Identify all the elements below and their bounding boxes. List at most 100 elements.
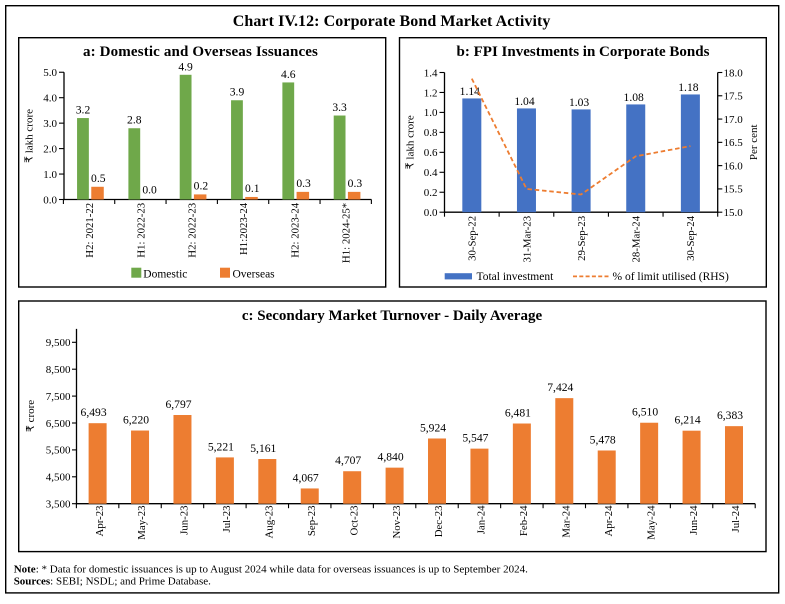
svg-text:7,500: 7,500: [46, 391, 71, 403]
svg-text:6,214: 6,214: [675, 414, 701, 427]
svg-text:31-Mar-23: 31-Mar-23: [521, 216, 533, 263]
svg-text:4.0: 4.0: [43, 93, 57, 105]
svg-text:Jan-24: Jan-24: [476, 505, 488, 534]
svg-text:0.3: 0.3: [348, 177, 363, 190]
svg-text:5,500: 5,500: [46, 445, 71, 457]
svg-text:₹ crore: ₹ crore: [25, 400, 37, 432]
svg-text:0.2: 0.2: [194, 179, 209, 192]
svg-text:0.3: 0.3: [296, 177, 311, 190]
svg-text:Sep-23: Sep-23: [306, 506, 318, 537]
svg-text:18.0: 18.0: [724, 67, 744, 79]
svg-text:3.2: 3.2: [76, 104, 91, 117]
svg-text:5,221: 5,221: [208, 440, 234, 453]
svg-text:H1: 2022-23: H1: 2022-23: [135, 203, 147, 258]
svg-text:6,510: 6,510: [632, 406, 658, 419]
svg-text:16.0: 16.0: [724, 160, 744, 172]
svg-text:0.5: 0.5: [91, 172, 106, 185]
svg-text:15.5: 15.5: [724, 184, 744, 196]
svg-text:3.9: 3.9: [230, 86, 245, 99]
svg-text:28-Mar-24: 28-Mar-24: [631, 215, 643, 262]
svg-text:5,161: 5,161: [250, 442, 276, 455]
svg-text:% of limit utilised (RHS): % of limit utilised (RHS): [613, 271, 729, 283]
svg-text:₹ lakh crore: ₹ lakh crore: [405, 115, 417, 169]
svg-text:Sources: SEBI; NSDL; and Prime: Sources: SEBI; NSDL; and Prime Database.: [14, 576, 211, 588]
svg-text:Dec-23: Dec-23: [433, 506, 445, 538]
svg-text:0.8: 0.8: [424, 127, 438, 139]
svg-text:8,500: 8,500: [46, 364, 71, 376]
svg-text:16.5: 16.5: [724, 137, 744, 149]
svg-text:17.5: 17.5: [724, 91, 744, 103]
svg-text:6,500: 6,500: [46, 418, 71, 430]
svg-text:2.0: 2.0: [43, 143, 57, 155]
svg-text:5,547: 5,547: [462, 432, 488, 445]
svg-text:0.0: 0.0: [43, 194, 57, 206]
svg-text:Per cent: Per cent: [748, 124, 760, 160]
svg-text:3.3: 3.3: [332, 101, 347, 114]
svg-text:0.1: 0.1: [245, 182, 260, 195]
svg-text:3,500: 3,500: [46, 499, 71, 511]
svg-text:6,493: 6,493: [81, 406, 107, 419]
svg-text:0.4: 0.4: [424, 167, 438, 179]
svg-text:4.6: 4.6: [281, 68, 296, 81]
svg-text:1.4: 1.4: [424, 67, 438, 79]
svg-text:1.08: 1.08: [624, 91, 644, 104]
svg-text:4,840: 4,840: [378, 451, 404, 464]
svg-text:H1: 2024-25*: H1: 2024-25*: [341, 203, 353, 263]
svg-text:0.2: 0.2: [424, 187, 438, 199]
svg-text:4,067: 4,067: [293, 471, 319, 484]
svg-text:Overseas: Overseas: [233, 269, 276, 281]
svg-text:Jul-23: Jul-23: [221, 506, 233, 533]
svg-text:4,500: 4,500: [46, 472, 71, 484]
svg-text:5,478: 5,478: [590, 434, 616, 447]
svg-text:Domestic: Domestic: [143, 269, 187, 281]
svg-text:4,707: 4,707: [335, 454, 361, 467]
svg-text:9,500: 9,500: [46, 337, 71, 349]
svg-text:30-Sep-22: 30-Sep-22: [467, 216, 479, 261]
svg-text:15.0: 15.0: [724, 207, 744, 219]
svg-text:May-23: May-23: [136, 506, 148, 540]
svg-text:6,797: 6,797: [165, 398, 191, 411]
svg-text:2.8: 2.8: [127, 114, 142, 127]
svg-text:Feb-24: Feb-24: [518, 505, 530, 536]
svg-text:Aug-23: Aug-23: [264, 506, 276, 539]
svg-text:Note: * Data for domestic issu: Note: * Data for domestic issuances is u…: [14, 564, 528, 576]
svg-text:5,924: 5,924: [420, 422, 446, 435]
svg-text:Nov-23: Nov-23: [391, 506, 403, 539]
svg-text:0.0: 0.0: [424, 207, 438, 219]
svg-text:Chart IV.12: Corporate Bond Ma: Chart IV.12: Corporate Bond Market Activ…: [233, 13, 551, 30]
svg-text:1.14: 1.14: [460, 85, 480, 98]
svg-text:6,383: 6,383: [717, 409, 743, 422]
svg-text:H2: 2023-24: H2: 2023-24: [289, 202, 301, 257]
svg-text:Jun-23: Jun-23: [179, 506, 191, 535]
svg-text:3.0: 3.0: [43, 118, 57, 130]
svg-text:Jul-24: Jul-24: [730, 505, 742, 533]
svg-text:Total investment: Total investment: [477, 271, 555, 283]
svg-text:H2: 2021-22: H2: 2021-22: [84, 203, 96, 258]
svg-text:May-24: May-24: [645, 505, 657, 540]
svg-text:Oct-23: Oct-23: [348, 506, 360, 536]
svg-text:b: FPI Investments in Corporat: b: FPI Investments in Corporate Bonds: [457, 44, 710, 60]
svg-text:Mar-24: Mar-24: [561, 505, 573, 538]
svg-text:1.18: 1.18: [678, 81, 698, 94]
svg-text:Apr-24: Apr-24: [603, 505, 615, 537]
svg-text:0.6: 0.6: [424, 147, 438, 159]
svg-text:a: Domestic and Overseas Issua: a: Domestic and Overseas Issuances: [83, 44, 318, 60]
svg-text:17.0: 17.0: [724, 114, 744, 126]
svg-text:1.04: 1.04: [514, 95, 534, 108]
svg-text:1.03: 1.03: [569, 96, 589, 109]
svg-text:1.0: 1.0: [43, 169, 57, 181]
svg-text:H2: 2022-23: H2: 2022-23: [187, 203, 199, 258]
svg-text:Jun-24: Jun-24: [688, 505, 700, 535]
svg-text:H1:2023-24: H1:2023-24: [238, 202, 250, 255]
svg-text:7,424: 7,424: [547, 381, 573, 394]
svg-text:6,481: 6,481: [505, 407, 531, 420]
svg-text:29-Sep-23: 29-Sep-23: [576, 216, 588, 261]
svg-text:c: Secondary Market Turnover -: c: Secondary Market Turnover - Daily Ave…: [242, 308, 543, 324]
svg-text:Apr-23: Apr-23: [94, 506, 106, 537]
svg-text:5.0: 5.0: [43, 67, 57, 79]
svg-text:1.2: 1.2: [424, 87, 438, 99]
svg-text:0.0: 0.0: [142, 184, 157, 197]
svg-text:₹ lakh crore: ₹ lakh crore: [24, 109, 36, 163]
svg-text:4.9: 4.9: [178, 60, 193, 73]
svg-text:30-Sep-24: 30-Sep-24: [685, 215, 697, 261]
